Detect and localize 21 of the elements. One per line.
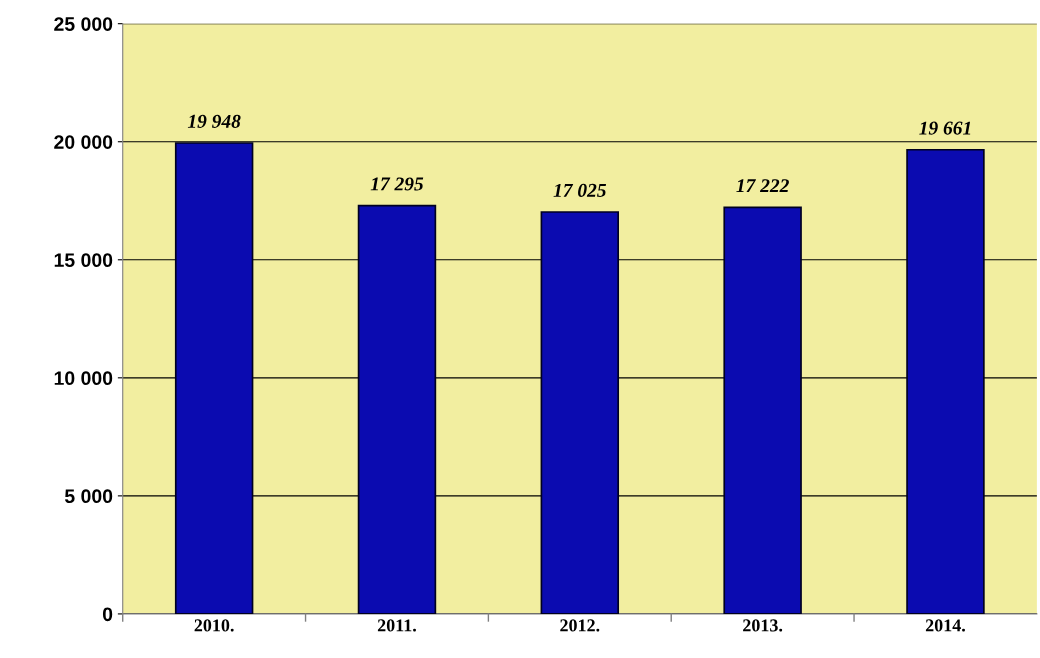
- x-tick-label: 2011.: [377, 619, 416, 632]
- data-label: 17 222: [736, 179, 789, 193]
- x-tick-label: 2012.: [560, 619, 600, 632]
- data-label: 19 661: [919, 121, 971, 135]
- data-label: 17 295: [370, 177, 424, 191]
- bar: [174, 142, 254, 614]
- x-tick-label: 2010.: [194, 619, 234, 632]
- x-tick-label: 2013.: [743, 619, 783, 632]
- y-tick-label: 15 000: [54, 253, 113, 268]
- data-label: 19 948: [187, 114, 241, 128]
- y-tick-label: 20 000: [54, 135, 113, 149]
- y-tick-label: 10 000: [54, 371, 113, 386]
- data-label: 17 025: [553, 183, 607, 197]
- x-tick-label: 2014.: [925, 619, 965, 632]
- bar: [723, 206, 802, 614]
- bar: [906, 148, 985, 614]
- y-tick-label: 0: [102, 607, 113, 622]
- y-tick-label: 5 000: [64, 489, 113, 504]
- bar: [357, 204, 437, 614]
- y-tick-label: 25 000: [54, 17, 113, 31]
- bar: [540, 211, 620, 614]
